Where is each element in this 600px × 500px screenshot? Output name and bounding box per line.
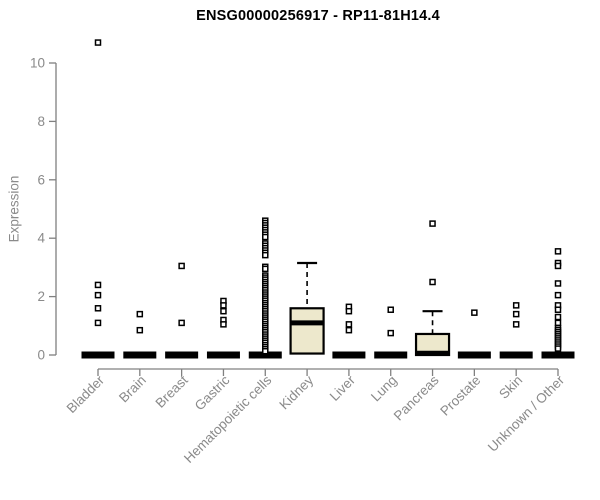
flat-box xyxy=(374,351,408,359)
flat-box xyxy=(248,351,282,359)
outlier-point xyxy=(512,321,520,328)
outlier-point xyxy=(554,291,562,299)
outlier-point xyxy=(512,310,520,318)
outlier-point xyxy=(136,310,144,318)
outlier-point xyxy=(220,302,227,309)
outlier-point xyxy=(345,326,353,334)
y-tick-label: 8 xyxy=(37,114,45,129)
outlier-point xyxy=(262,265,269,273)
boxplot-breast xyxy=(165,262,199,359)
outlier-point xyxy=(554,306,562,313)
outlier-point xyxy=(471,309,478,316)
x-tick-label: Brain xyxy=(116,373,149,406)
flat-box xyxy=(457,351,491,359)
y-tick-label: 4 xyxy=(37,231,45,246)
flat-box xyxy=(541,351,575,359)
y-axis: 0 2 4 6 8 10 xyxy=(30,56,57,363)
flat-box xyxy=(81,351,115,359)
box xyxy=(289,307,325,355)
outlier-point xyxy=(178,262,185,270)
outlier-point xyxy=(554,262,562,270)
outlier-point xyxy=(345,321,353,328)
y-tick-label: 10 xyxy=(30,56,45,71)
outlier-point xyxy=(429,220,436,227)
outlier-point xyxy=(512,302,520,309)
outlier-point xyxy=(554,313,562,321)
outlier-point xyxy=(262,251,269,259)
flat-box xyxy=(123,351,157,359)
outlier-point xyxy=(94,291,102,299)
boxplot-unknown-other xyxy=(541,248,575,359)
x-tick-label: Skin xyxy=(496,373,525,402)
flat-box xyxy=(332,351,366,359)
boxplot-hematopoietic-cells xyxy=(248,217,282,359)
x-tick-label: Kidney xyxy=(276,372,316,412)
y-tick-label: 6 xyxy=(37,172,45,187)
flat-box xyxy=(165,351,199,359)
outlier-point xyxy=(94,305,102,312)
boxplot-kidney xyxy=(289,261,325,355)
boxplot-gastric xyxy=(206,297,240,359)
outlier-point xyxy=(345,307,353,315)
outlier-point xyxy=(554,319,562,327)
x-tick-label: Pancreas xyxy=(391,372,442,423)
outlier-point xyxy=(262,233,269,241)
outlier-point xyxy=(387,329,394,337)
boxplot-brain xyxy=(123,310,157,359)
x-tick-label: Lung xyxy=(368,373,400,405)
outlier-point xyxy=(94,39,102,46)
boxplot-lung xyxy=(374,306,408,359)
flat-box xyxy=(206,351,240,359)
outlier-point xyxy=(387,306,394,313)
y-tick-label: 2 xyxy=(37,289,45,304)
flat-box xyxy=(499,351,533,359)
x-tick-label: Prostate xyxy=(437,373,483,419)
boxplot-bladder xyxy=(81,39,115,359)
outlier-point xyxy=(94,281,102,289)
outlier-point xyxy=(220,307,227,315)
outlier-point xyxy=(554,248,562,255)
x-tick-label: Unknown / Other xyxy=(485,372,568,455)
outlier-point xyxy=(554,345,562,352)
y-axis-label: Expression xyxy=(6,175,22,243)
x-tick-label: Gastric xyxy=(192,372,233,413)
outlier-point xyxy=(136,326,144,334)
boxplot-pancreas xyxy=(414,220,451,357)
chart-title: ENSG00000256917 - RP11-81H14.4 xyxy=(196,8,440,24)
x-tick-label: Liver xyxy=(327,372,359,404)
outlier-point xyxy=(554,280,562,287)
outlier-point xyxy=(94,319,102,327)
y-tick-label: 0 xyxy=(37,348,45,363)
boxplot-prostate xyxy=(457,309,491,359)
boxplot-skin xyxy=(499,302,533,359)
x-tick-label: Bladder xyxy=(64,372,108,416)
outlier-point xyxy=(262,347,269,355)
outlier-point xyxy=(429,278,436,286)
boxplot-liver xyxy=(332,303,366,359)
outlier-point xyxy=(220,321,227,328)
outlier-point xyxy=(178,319,185,327)
x-tick-label: Breast xyxy=(153,372,191,410)
